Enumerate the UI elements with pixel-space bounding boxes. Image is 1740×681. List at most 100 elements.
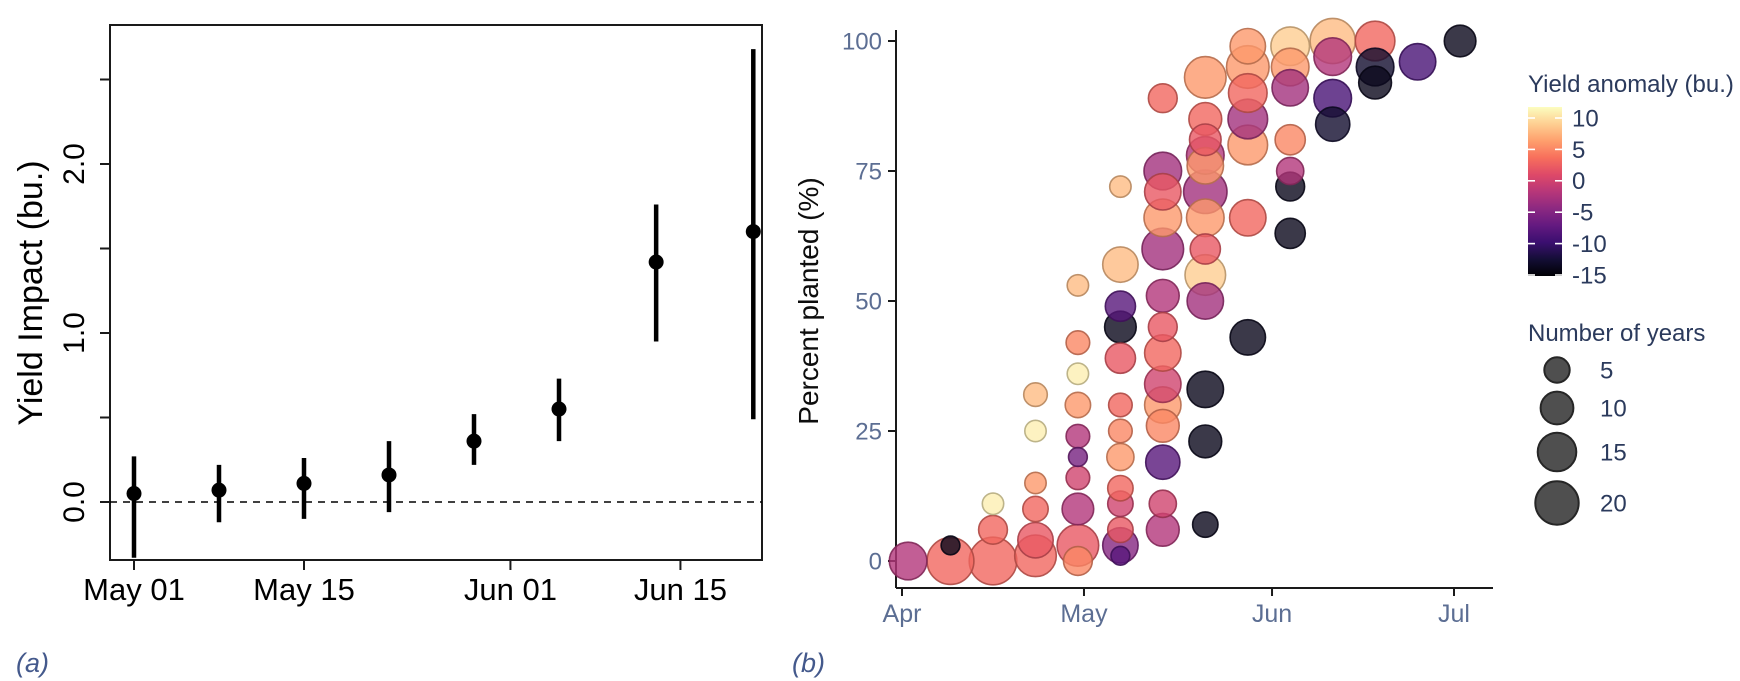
legend-size-label: 5 <box>1600 357 1613 384</box>
x-axis-tick-label: Jun <box>1252 600 1292 628</box>
colorbar-tick-label: 5 <box>1572 137 1585 164</box>
bubble <box>1229 27 1267 65</box>
x-axis-tick-label: May <box>1060 600 1108 628</box>
point-estimate <box>211 482 227 498</box>
panel-b-y-axis-title: Percent planted (%) <box>793 177 824 424</box>
bubble <box>1274 123 1307 156</box>
legend-size-circle <box>1534 480 1580 526</box>
bubble <box>1186 370 1225 409</box>
colorbar-tick-label: 10 <box>1572 105 1599 132</box>
y-axis-tick-label: 1.0 <box>58 312 91 354</box>
bubble <box>1313 36 1353 77</box>
bubble <box>1066 273 1090 297</box>
bubble <box>1357 65 1393 100</box>
bubble <box>1061 492 1095 526</box>
bubble <box>1145 408 1181 443</box>
number-of-years-size-legend: 5 10 15 20 <box>1534 356 1627 526</box>
legend-size-label: 10 <box>1600 395 1627 422</box>
y-axis-tick-label: 2.0 <box>58 143 91 185</box>
bubble <box>1107 418 1133 444</box>
point-estimate <box>381 467 397 483</box>
legend-size-circle <box>1543 356 1571 384</box>
bubble <box>1147 82 1179 114</box>
y-axis-tick-label: 50 <box>855 288 882 315</box>
x-axis-tick-label: Jun 01 <box>464 572 557 607</box>
bubble <box>1183 55 1227 100</box>
legend-size-circle <box>1536 431 1578 473</box>
size-legend-title: Number of years <box>1528 320 1705 347</box>
bubble <box>977 514 1009 545</box>
bubble <box>1024 419 1048 443</box>
legend-size-label: 20 <box>1600 490 1627 517</box>
bubble <box>1110 545 1131 566</box>
bubble <box>1147 311 1179 343</box>
bubble <box>1189 233 1222 265</box>
color-legend-title: Yield anomaly (bu.) <box>1528 71 1734 98</box>
bubble <box>1275 156 1305 186</box>
bubble <box>1106 442 1135 472</box>
point-estimate <box>466 433 482 449</box>
colorbar-tick-label: -15 <box>1572 262 1607 289</box>
bubble <box>1021 495 1049 523</box>
bubble <box>1065 423 1091 449</box>
bubble <box>1185 198 1225 238</box>
legend-size-label: 15 <box>1600 439 1627 466</box>
bubble <box>1022 382 1049 408</box>
panel-a-pointrange-chart: 0.0 1.0 2.0 May 01 May 15 Jun 01 Jun 15 <box>58 24 763 607</box>
bubble <box>1229 318 1267 356</box>
bubble <box>1274 217 1307 250</box>
yield-anomaly-color-legend: 10 5 0 -5 -10 -15 <box>1528 105 1607 289</box>
y-axis-tick-label: 0.0 <box>58 481 91 523</box>
bubble <box>1314 106 1351 143</box>
colorbar-tick-label: -5 <box>1572 200 1593 227</box>
bubble <box>1186 281 1225 320</box>
panel-a-label: (a) <box>16 648 49 678</box>
y-axis-tick-label: 25 <box>855 418 882 445</box>
bubble <box>1065 330 1091 356</box>
point-estimate <box>648 254 664 270</box>
point-estimate <box>296 475 312 491</box>
bubble <box>1148 489 1178 519</box>
panel-b-label: (b) <box>792 648 825 678</box>
x-axis-tick-label: Apr <box>883 600 922 628</box>
bubble <box>1108 175 1132 199</box>
bubble <box>1227 72 1268 114</box>
x-axis-tick-label: May 15 <box>253 572 355 607</box>
y-axis-tick-label: 0 <box>869 548 882 575</box>
bubble <box>1065 465 1091 491</box>
bubble <box>1104 342 1137 375</box>
bubble <box>1188 424 1223 459</box>
panel-b-bubble-chart: 0 25 50 75 100 Apr May Jun Jul <box>842 17 1493 628</box>
bubble <box>1062 545 1094 577</box>
bubble <box>1228 198 1267 237</box>
y-axis-tick-label: 75 <box>855 158 882 185</box>
bubble <box>1024 471 1048 495</box>
bubble <box>888 541 928 581</box>
bubble <box>1271 68 1310 107</box>
bubble <box>1106 474 1134 502</box>
bubble <box>1107 392 1133 418</box>
bubble <box>1106 516 1134 544</box>
y-axis-tick-label: 100 <box>842 28 882 55</box>
point-estimate <box>126 486 142 502</box>
bubble <box>1067 446 1089 468</box>
point-estimate <box>551 401 567 417</box>
x-axis-tick-label: May 01 <box>83 572 185 607</box>
bubble <box>1145 512 1181 547</box>
x-axis-tick-label: Jun 15 <box>634 572 727 607</box>
colorbar-tick-label: -10 <box>1572 231 1607 258</box>
colorbar <box>1528 107 1562 276</box>
bubble <box>1443 24 1477 58</box>
panel-a-y-axis-title: Yield Impact (bu.) <box>12 160 50 425</box>
bubble <box>1064 391 1092 419</box>
bubble <box>1143 172 1182 211</box>
bubble <box>1016 521 1054 559</box>
bubble <box>1145 278 1181 313</box>
bubble <box>1144 444 1181 481</box>
bubble <box>940 535 961 556</box>
bubble <box>1188 123 1222 157</box>
bubble <box>981 492 1005 516</box>
bubble <box>1191 511 1219 539</box>
